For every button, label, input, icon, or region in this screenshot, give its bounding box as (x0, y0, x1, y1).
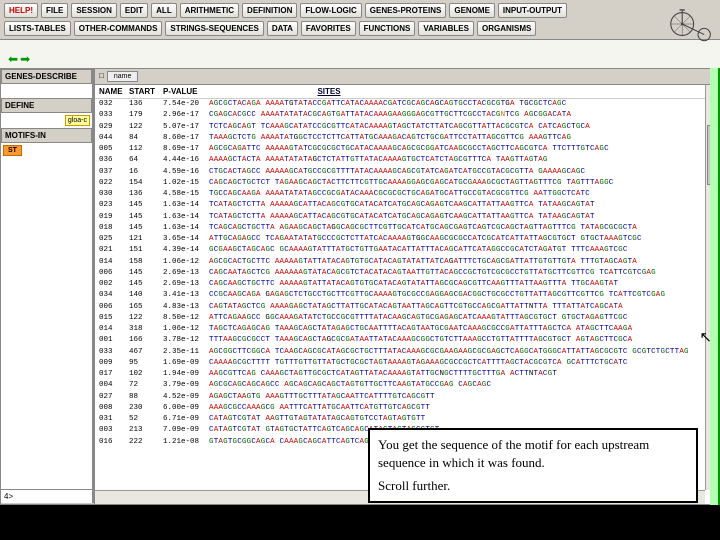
nav-arrows[interactable]: ⬅ ➡ (8, 52, 30, 66)
table-row: 0251213.65e-14ATTGCAGAGCC TCAGAATATATGCC… (95, 234, 719, 245)
toolbar-btn-flow-logic[interactable]: FLOW-LOGIC (300, 3, 361, 18)
mouse-cursor-icon: ↖ (699, 328, 712, 346)
sidebar-define[interactable]: DEFINE (1, 98, 92, 113)
app-window: HELP!FILESESSIONEDITALLARITHMETICDEFINIT… (0, 0, 720, 505)
table-row: 0082306.00e-09AAAGCGCCAAAGCG AATTTCATTAT… (95, 403, 719, 414)
toolbar-btn-arithmetic[interactable]: ARITHMETIC (180, 3, 239, 18)
col-sites: SITES (209, 87, 449, 96)
table-row: 0221541.02e-15CAGCAGCTGCTCT TAGAAGCAGCTA… (95, 178, 719, 189)
table-row: 0143181.06e-12TAGCTCAGAGCAG TAAAGCAGCTAT… (95, 324, 719, 335)
back-arrow-icon[interactable]: ⬅ (8, 52, 18, 66)
toolbar-btn-strings-sequences[interactable]: STRINGS-SEQUENCES (165, 21, 263, 36)
toolbar-btn-help-[interactable]: HELP! (4, 3, 38, 18)
col-start: START (129, 87, 163, 96)
toolbar-btn-edit[interactable]: EDIT (120, 3, 148, 18)
toolbar-btn-variables[interactable]: VARIABLES (418, 21, 474, 36)
table-row: 0171021.94e-09AAGCGTTCAG CAAAGCTAGTTGCGC… (95, 369, 719, 380)
toolbar-btn-genes-proteins[interactable]: GENES-PROTEINS (365, 3, 447, 18)
table-row: 044848.60e-17TAAAGCTCTG AAAATATGGCTCCTCT… (95, 133, 719, 144)
table-row: 0301364.58e-15TGCCAGCAAGA AAAATATATAGCCG… (95, 189, 719, 200)
table-row: 004723.79e-09AGCGCAGCAGCAGCC AGCAGCAGCAG… (95, 380, 719, 391)
toolbar-btn-input-output[interactable]: INPUT-OUTPUT (498, 3, 567, 18)
tab-bar: □ name (95, 69, 719, 85)
table-row: 0061654.83e-13CAGTATAGCTCG AAAAGAGCTATAG… (95, 302, 719, 313)
tab-name[interactable]: name (107, 71, 139, 82)
table-row: 037164.59e-16CTGCACTAGCC AAAAAGCATGCCGCG… (95, 167, 719, 178)
callout-line1: You get the sequence of the motif for ea… (378, 436, 688, 471)
toolbar: HELP!FILESESSIONEDITALLARITHMETICDEFINIT… (0, 0, 720, 40)
sidebar-bottom-item[interactable]: 4> (1, 490, 95, 504)
sidebar-yellow-chip[interactable]: gloa-c (65, 115, 90, 126)
sidebar-motifs-in[interactable]: MOTIFS-IN (1, 128, 92, 143)
toolbar-btn-other-commands[interactable]: OTHER-COMMANDS (74, 21, 163, 36)
col-pvalue: P-VALUE (163, 87, 209, 96)
sidebar-orange-chip[interactable]: ST (3, 145, 22, 156)
table-row: 0151228.50e-12ATTCAGAAGCC GGCAAAGATATCTG… (95, 313, 719, 324)
callout-line2: Scroll further. (378, 477, 688, 495)
table-row: 0334672.35e-11AGCGGCTTCGGCA TCAAGCAGCGCA… (95, 347, 719, 358)
table-row: 0141581.06e-12AGCGCACTGCTTC AAAAAGTATTAT… (95, 257, 719, 268)
table-header: NAME START P-VALUE SITES (95, 85, 719, 99)
table-row: 0021452.69e-13CAGCAAGCTGCTTC AAAAAGTATTA… (95, 279, 719, 290)
table-row: 0191451.63e-14TCATAGCTCTTA AAAAAGCATTACA… (95, 212, 719, 223)
toolbar-btn-file[interactable]: FILE (41, 3, 68, 18)
toolbar-btn-organisms[interactable]: ORGANISMS (477, 21, 536, 36)
table-row: 027884.52e-09AGAGCTAAGTG AAAGTTTGCTTTATA… (95, 392, 719, 403)
table-row: 0181451.63e-14TCAGCAGCTGCTTA AGAAGCAGCTA… (95, 223, 719, 234)
table-row: 031526.71e-09CATAGTCGTAT AAGTTGTAGTATATA… (95, 414, 719, 425)
toolbar-btn-functions[interactable]: FUNCTIONS (359, 21, 416, 36)
col-name: NAME (99, 87, 129, 96)
table-row: 0211514.39e-14GCGAAGCTAGCAGC GCAAAAGTATT… (95, 245, 719, 256)
toolbar-btn-definition[interactable]: DEFINITION (242, 3, 297, 18)
toolbar-btn-genome[interactable]: GENOME (449, 3, 495, 18)
table-row: 009951.69e-09CAAAAGCGCTTTT TGTTTGTTGTTAT… (95, 358, 719, 369)
table-row: 036644.44e-16AAAAGCTACTA AAAATATATAGCTCT… (95, 155, 719, 166)
forward-arrow-icon[interactable]: ➡ (20, 52, 30, 66)
sidebar: GENES-DESCRIBE DEFINE gloa-c MOTIFS-IN S… (0, 68, 94, 505)
table-row: 0331792.96e-17CGAGCACGCC AAAATATATACGCAG… (95, 110, 719, 121)
table-row: 0231451.63e-14TCATAGCTCTTA AAAAAGCATTACA… (95, 200, 719, 211)
table-row: 0011663.78e-12TTTAAGCGCGCCT TAAAGCAGCTAG… (95, 335, 719, 346)
toolbar-btn-all[interactable]: ALL (151, 3, 177, 18)
table-row: 0291225.07e-17TCTCAGCAGT TCAAAGCATATCCGC… (95, 122, 719, 133)
instruction-callout: You get the sequence of the motif for ea… (368, 428, 698, 503)
toolbar-btn-lists-tables[interactable]: LISTS-TABLES (4, 21, 71, 36)
sidebar-genes-describe[interactable]: GENES-DESCRIBE (1, 69, 92, 84)
table-row: 0051128.69e-17AGCGCAGATTC AAAAAGTATCGCGC… (95, 144, 719, 155)
toolbar-btn-data[interactable]: DATA (267, 21, 298, 36)
right-green-strip (710, 68, 720, 505)
toolbar-btn-session[interactable]: SESSION (71, 3, 117, 18)
table-row: 0341403.41e-13CCGCAAGCAGA GAGAGCTCTGCCTG… (95, 290, 719, 301)
logo-bicycle (666, 2, 716, 46)
table-row: 0061452.69e-13CAGCAATAGCTCG AAAAAAGTATAC… (95, 268, 719, 279)
toolbar-btn-favorites[interactable]: FAVORITES (301, 21, 356, 36)
table-row: 0321367.54e-20AGCGCTACAGA AAAATGTATACCGA… (95, 99, 719, 110)
